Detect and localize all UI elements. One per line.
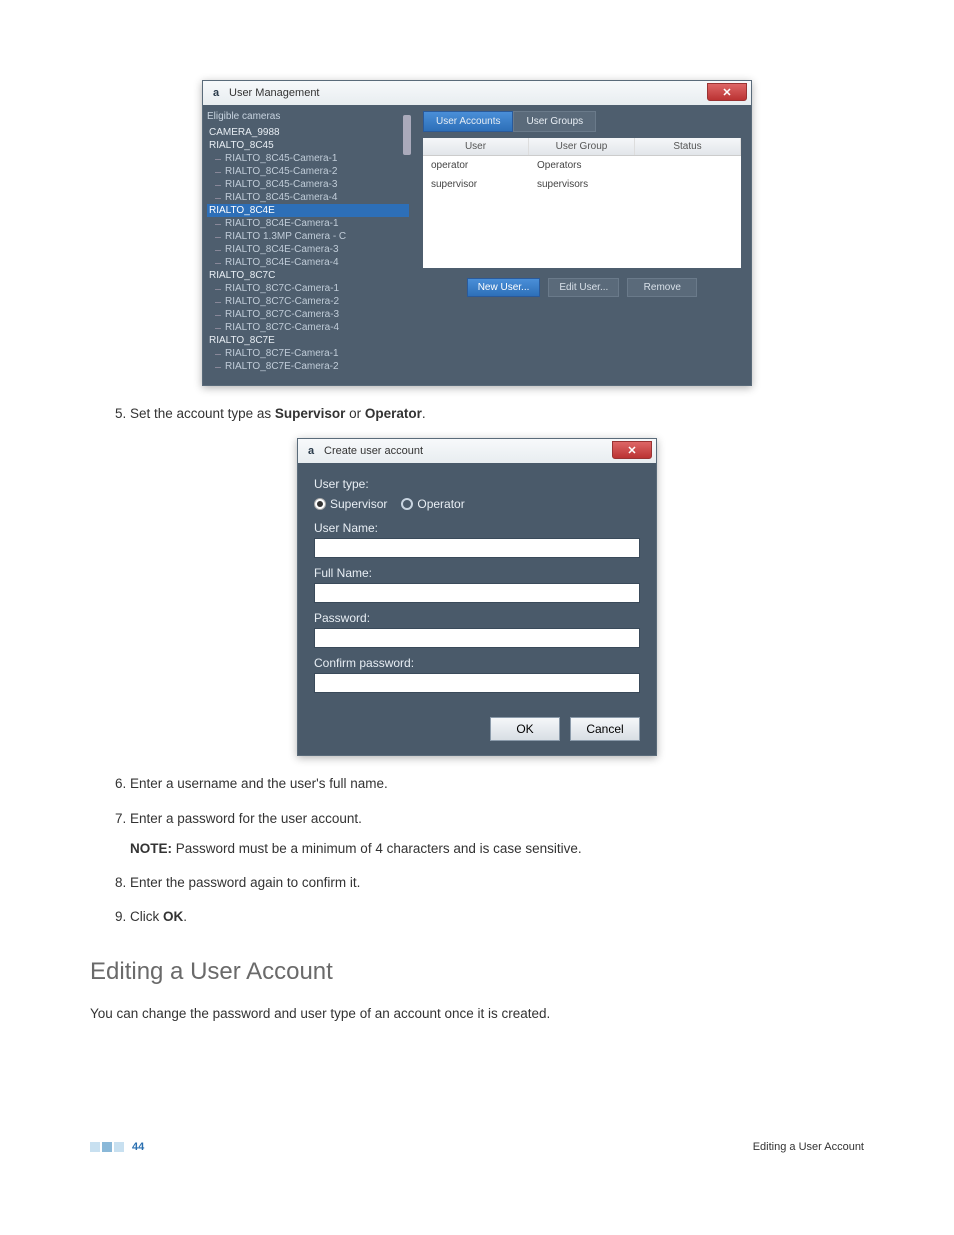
dialog-titlebar: a Create user account ✕ — [298, 439, 656, 463]
page-number: 44 — [132, 1141, 144, 1153]
dialog-title: Create user account — [324, 445, 423, 457]
tree-item[interactable]: RIALTO_8C4E-Camera-1 — [207, 217, 409, 230]
user-management-window: a User Management ✕ Eligible cameras CAM… — [202, 80, 752, 386]
app-logo-icon: a — [209, 86, 223, 100]
usertype-radio-group: Supervisor Operator — [314, 497, 640, 511]
tree-item[interactable]: RIALTO_8C4E-Camera-4 — [207, 256, 409, 269]
footer-decoration-icon — [90, 1142, 124, 1152]
tree-item[interactable]: RIALTO_8C7C — [207, 269, 409, 282]
page-footer: 44 Editing a User Account — [90, 1141, 864, 1153]
confirm-password-label: Confirm password: — [314, 656, 640, 670]
cancel-button[interactable]: Cancel — [570, 717, 640, 741]
column-header[interactable]: User — [423, 138, 529, 155]
camera-tree-panel: Eligible cameras CAMERA_9988RIALTO_8C45R… — [203, 105, 413, 385]
tree-item[interactable]: RIALTO_8C7E-Camera-2 — [207, 360, 409, 373]
dialog-body: User type: Supervisor Operator User Name… — [298, 463, 656, 707]
fullname-label: Full Name: — [314, 566, 640, 580]
tree-item[interactable]: CAMERA_9988 — [207, 126, 409, 139]
tree-item[interactable]: RIALTO_8C4E — [207, 204, 409, 217]
users-table: UserUser GroupStatus operatorOperatorssu… — [423, 138, 741, 268]
tab-bar: User AccountsUser Groups — [423, 111, 741, 132]
tab[interactable]: User Accounts — [423, 111, 513, 132]
close-icon: ✕ — [627, 444, 636, 457]
user-accounts-panel: User AccountsUser Groups UserUser GroupS… — [413, 105, 751, 385]
remove-user-button[interactable]: Remove — [627, 278, 697, 297]
scrollbar-thumb[interactable] — [403, 115, 411, 155]
radio-icon — [401, 498, 413, 510]
table-header: UserUser GroupStatus — [423, 138, 741, 156]
create-user-dialog: a Create user account ✕ User type: Super… — [297, 438, 657, 756]
footer-left: 44 — [90, 1141, 144, 1153]
tree-item[interactable]: RIALTO_8C45-Camera-4 — [207, 191, 409, 204]
tree-item[interactable]: RIALTO_8C45 — [207, 139, 409, 152]
eligible-cameras-label: Eligible cameras — [207, 111, 409, 122]
app-logo-icon: a — [304, 444, 318, 458]
password-input[interactable] — [314, 628, 640, 648]
usertype-label: User type: — [314, 477, 640, 491]
user-action-buttons: New User... Edit User... Remove — [423, 278, 741, 297]
table-cell — [635, 177, 741, 192]
section-paragraph: You can change the password and user typ… — [90, 1006, 864, 1021]
step-8: Enter the password again to confirm it. — [130, 873, 864, 893]
tree-item[interactable]: RIALTO_8C45-Camera-3 — [207, 178, 409, 191]
tree-item[interactable]: RIALTO_8C45-Camera-2 — [207, 165, 409, 178]
column-header[interactable]: Status — [635, 138, 741, 155]
dialog-button-row: OK Cancel — [298, 707, 656, 755]
tree-item[interactable]: RIALTO_8C7C-Camera-3 — [207, 308, 409, 321]
usertype-fieldset: User type: Supervisor Operator — [314, 477, 640, 511]
table-cell: operator — [423, 158, 529, 173]
tree-item[interactable]: RIALTO_8C7C-Camera-4 — [207, 321, 409, 334]
step-7: Enter a password for the user account. N… — [130, 809, 864, 860]
tree-item[interactable]: RIALTO_8C7E — [207, 334, 409, 347]
tree-item[interactable]: RIALTO 1.3MP Camera - C — [207, 230, 409, 243]
steps-list-part1: Set the account type as Supervisor or Op… — [130, 404, 864, 424]
table-cell: supervisors — [529, 177, 635, 192]
table-row[interactable]: supervisorsupervisors — [423, 175, 741, 194]
confirm-password-input[interactable] — [314, 673, 640, 693]
tree-item[interactable]: RIALTO_8C7C-Camera-1 — [207, 282, 409, 295]
edit-user-button[interactable]: Edit User... — [548, 278, 619, 297]
table-cell — [635, 158, 741, 173]
close-icon: ✕ — [722, 86, 731, 99]
footer-section-name: Editing a User Account — [753, 1141, 864, 1153]
radio-operator[interactable]: Operator — [401, 497, 464, 511]
column-header[interactable]: User Group — [529, 138, 635, 155]
table-cell: supervisor — [423, 177, 529, 192]
tree-item[interactable]: RIALTO_8C4E-Camera-3 — [207, 243, 409, 256]
radio-supervisor[interactable]: Supervisor — [314, 497, 387, 511]
table-body: operatorOperatorssupervisorsupervisors — [423, 156, 741, 194]
password-label: Password: — [314, 611, 640, 625]
password-note: NOTE: Password must be a minimum of 4 ch… — [130, 839, 864, 859]
dialog-close-button[interactable]: ✕ — [612, 441, 652, 459]
tree-item[interactable]: RIALTO_8C7E-Camera-1 — [207, 347, 409, 360]
steps-list-part2: Enter a username and the user's full nam… — [130, 774, 864, 927]
camera-tree[interactable]: CAMERA_9988RIALTO_8C45RIALTO_8C45-Camera… — [207, 126, 409, 373]
table-row[interactable]: operatorOperators — [423, 156, 741, 175]
window-body: Eligible cameras CAMERA_9988RIALTO_8C45R… — [203, 105, 751, 385]
username-label: User Name: — [314, 521, 640, 535]
tab[interactable]: User Groups — [513, 111, 596, 132]
step-9: Click OK. — [130, 907, 864, 927]
titlebar: a User Management ✕ — [203, 81, 751, 105]
fullname-input[interactable] — [314, 583, 640, 603]
tree-item[interactable]: RIALTO_8C7C-Camera-2 — [207, 295, 409, 308]
table-cell: Operators — [529, 158, 635, 173]
radio-icon — [314, 498, 326, 510]
username-input[interactable] — [314, 538, 640, 558]
close-button[interactable]: ✕ — [707, 83, 747, 101]
step-6: Enter a username and the user's full nam… — [130, 774, 864, 794]
section-heading: Editing a User Account — [90, 958, 864, 986]
new-user-button[interactable]: New User... — [467, 278, 541, 297]
window-title: User Management — [229, 87, 320, 99]
tree-item[interactable]: RIALTO_8C45-Camera-1 — [207, 152, 409, 165]
step-5: Set the account type as Supervisor or Op… — [130, 404, 864, 424]
ok-button[interactable]: OK — [490, 717, 560, 741]
